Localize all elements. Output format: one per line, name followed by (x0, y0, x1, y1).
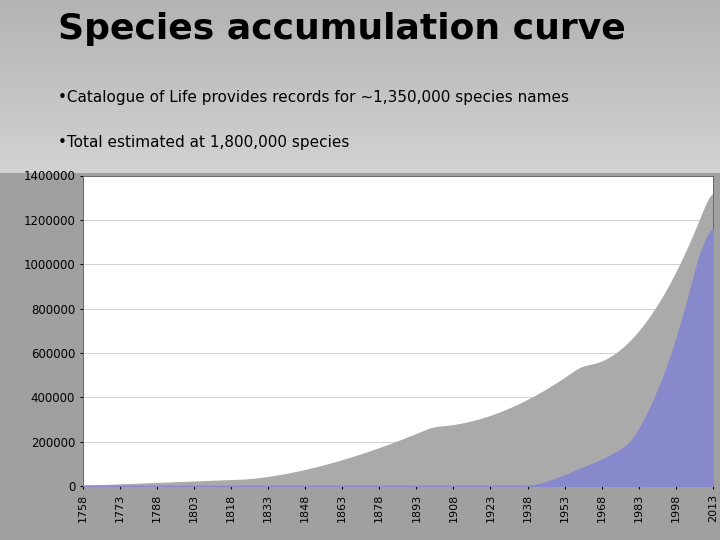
Bar (0, 141, 720, 144)
Bar (0, 118, 720, 121)
Text: •Total estimated at 1,800,000 species: •Total estimated at 1,800,000 species (58, 135, 349, 150)
Bar (0, 144, 720, 147)
Bar (0, 17, 720, 20)
Bar (0, 43, 720, 46)
Bar (0, 49, 720, 52)
Bar (0, 147, 720, 150)
Bar (0, 0, 720, 3)
Bar (0, 9, 720, 11)
Bar (0, 164, 720, 167)
Bar (0, 60, 720, 63)
Bar (0, 63, 720, 66)
Bar (0, 130, 720, 132)
Bar (0, 40, 720, 43)
Bar (0, 80, 720, 84)
Bar (0, 89, 720, 92)
Bar (0, 136, 720, 138)
Bar (0, 112, 720, 115)
Bar (0, 78, 720, 80)
Bar (0, 84, 720, 86)
Bar (0, 132, 720, 136)
Bar (0, 32, 720, 35)
Bar (0, 138, 720, 141)
Bar (0, 46, 720, 49)
Bar (0, 153, 720, 156)
Bar (0, 29, 720, 32)
Bar (0, 6, 720, 9)
Bar (0, 92, 720, 95)
Bar (0, 106, 720, 110)
Bar (0, 3, 720, 6)
Bar (0, 20, 720, 23)
Bar (0, 156, 720, 158)
Bar (0, 86, 720, 89)
Bar (0, 52, 720, 55)
Bar (0, 58, 720, 60)
Bar (0, 150, 720, 153)
Bar (0, 66, 720, 69)
Bar (0, 55, 720, 58)
Bar (0, 35, 720, 37)
Bar (0, 124, 720, 127)
Bar (0, 72, 720, 75)
Bar (0, 37, 720, 40)
Bar (0, 26, 720, 29)
Bar (0, 98, 720, 101)
Text: •Catalogue of Life provides records for ~1,350,000 species names: •Catalogue of Life provides records for … (58, 90, 569, 105)
Bar (0, 95, 720, 98)
Bar (0, 167, 720, 170)
Bar (0, 110, 720, 112)
Bar (0, 101, 720, 104)
Bar (0, 170, 720, 173)
Text: Species accumulation curve: Species accumulation curve (58, 12, 626, 46)
Bar (0, 121, 720, 124)
Bar (0, 69, 720, 72)
Bar (0, 11, 720, 15)
Bar (0, 75, 720, 78)
Bar (0, 161, 720, 164)
Bar (0, 104, 720, 106)
Bar (0, 127, 720, 130)
Bar (0, 23, 720, 26)
Bar (0, 158, 720, 161)
Bar (0, 15, 720, 17)
Bar (0, 115, 720, 118)
